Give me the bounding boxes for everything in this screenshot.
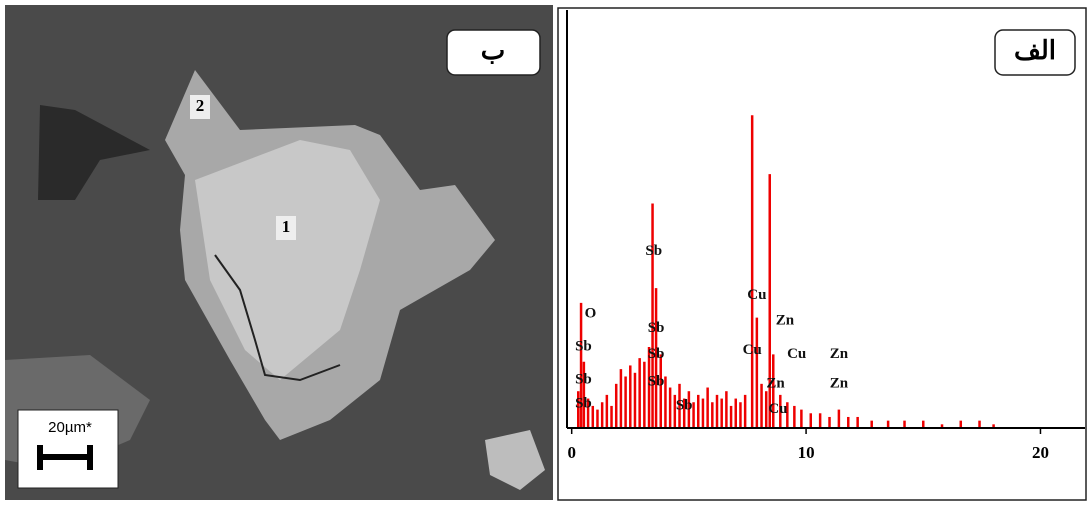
peak-label: Cu	[787, 346, 806, 362]
sem-image: ب 2 1 20µm*	[5, 5, 553, 500]
peak-label: Cu	[747, 287, 766, 303]
scale-label: 20µm*	[48, 419, 92, 436]
figure: ب 2 1 20µm* الف 0 10 20 O Sb Sb Sb Sb Sb Sb Sb Sb Cu…	[0, 0, 1090, 503]
peak-label: Sb	[648, 346, 665, 362]
peak-label: Sb	[648, 373, 665, 389]
peak-label: Sb	[575, 372, 592, 388]
peak-label: Sb	[575, 338, 592, 354]
x-tick-label: 20	[1032, 443, 1049, 462]
peak-label: Zn	[830, 346, 849, 362]
peak-label: Zn	[776, 313, 795, 329]
panel-label: ب	[481, 36, 505, 65]
point-label: 2	[196, 96, 205, 115]
peak-label: Cu	[743, 342, 762, 358]
x-tick-label: 10	[798, 443, 815, 462]
peak-label: Sb	[648, 320, 665, 336]
peak-label: Sb	[645, 243, 662, 259]
spectrum-frame	[558, 8, 1086, 500]
peak-label: Sb	[676, 397, 693, 413]
x-tick-label: 0	[567, 443, 576, 462]
peak-label: Zn	[830, 375, 849, 391]
peak-label: Zn	[766, 375, 785, 391]
point-label: 1	[282, 217, 291, 236]
peak-label: O	[585, 305, 597, 321]
panel-label: الف	[1014, 36, 1056, 65]
peak-label: Cu	[768, 401, 787, 417]
peak-label: Sb	[575, 396, 592, 412]
